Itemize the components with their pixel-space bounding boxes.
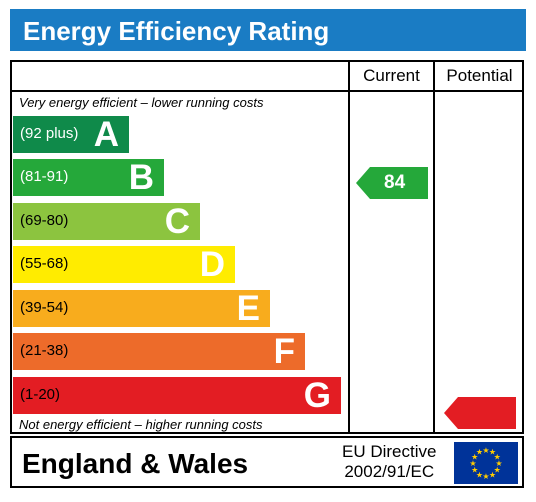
page-title: Energy Efficiency Rating xyxy=(23,16,330,46)
rating-band-d: (55-68) D xyxy=(13,246,235,283)
note-efficient: Very energy efficient – lower running co… xyxy=(19,95,264,110)
note-inefficient: Not energy efficient – higher running co… xyxy=(19,417,263,432)
rating-band-range: (21-38) xyxy=(20,342,69,359)
rating-band-range: (92 plus) xyxy=(20,125,79,142)
eu-star-icon: ★ xyxy=(469,459,476,468)
title-bar: Energy Efficiency Rating xyxy=(10,9,526,51)
current-rating-arrow xyxy=(356,167,428,199)
eu-star-icon: ★ xyxy=(482,446,489,455)
rating-band-range: (69-80) xyxy=(20,212,69,229)
eu-star-icon: ★ xyxy=(494,466,501,475)
rating-table xyxy=(10,60,524,434)
eu-star-icon: ★ xyxy=(489,448,496,457)
rating-band-letter: C xyxy=(164,202,190,241)
header-divider xyxy=(10,90,524,92)
column-divider-current xyxy=(348,60,350,434)
rating-band-range: (81-91) xyxy=(20,168,69,185)
rating-band-letter: E xyxy=(236,289,260,328)
column-divider-potential xyxy=(433,60,435,434)
rating-band-g: (1-20) G xyxy=(13,377,341,414)
rating-band-a: (92 plus) A xyxy=(13,116,129,153)
eu-star-icon: ★ xyxy=(495,459,502,468)
footer: England & Wales EU Directive 2002/91/EC … xyxy=(10,436,524,488)
eu-directive: EU Directive 2002/91/EC xyxy=(342,442,436,482)
eu-directive-line1: EU Directive xyxy=(342,442,437,461)
column-header-current: Current xyxy=(363,66,420,85)
rating-band-b: (81-91) B xyxy=(13,159,164,196)
rating-band-c: (69-80) C xyxy=(13,203,200,240)
rating-band-range: (39-54) xyxy=(20,299,69,316)
eu-star-icon: ★ xyxy=(489,470,496,479)
rating-band-letter: B xyxy=(128,158,154,197)
eu-star-icon: ★ xyxy=(476,448,483,457)
column-header-potential: Potential xyxy=(446,66,513,85)
rating-band-letter: F xyxy=(273,332,295,371)
rating-band-e: (39-54) E xyxy=(13,290,270,327)
eu-star-icon: ★ xyxy=(494,453,501,462)
current-rating-value: 84 xyxy=(384,172,406,193)
eu-star-icon: ★ xyxy=(471,453,478,462)
eu-star-icon: ★ xyxy=(471,466,478,475)
rating-band-range: (55-68) xyxy=(20,255,69,272)
rating-band-letter: A xyxy=(93,115,119,154)
eu-flag-icon: ★ ★★★★★★★★★★★ xyxy=(454,442,518,484)
rating-band-letter: D xyxy=(199,245,225,284)
rating-band-letter: G xyxy=(303,376,331,415)
eu-directive-line2: 2002/91/EC xyxy=(344,462,435,481)
rating-band-f: (21-38) F xyxy=(13,333,305,370)
eu-star-icon: ★ xyxy=(476,470,483,479)
potential-rating-arrow xyxy=(444,397,516,429)
rating-band-range: (1-20) xyxy=(20,386,61,403)
eu-star-icon: ★ xyxy=(482,472,489,481)
footer-region: England & Wales xyxy=(22,448,249,479)
